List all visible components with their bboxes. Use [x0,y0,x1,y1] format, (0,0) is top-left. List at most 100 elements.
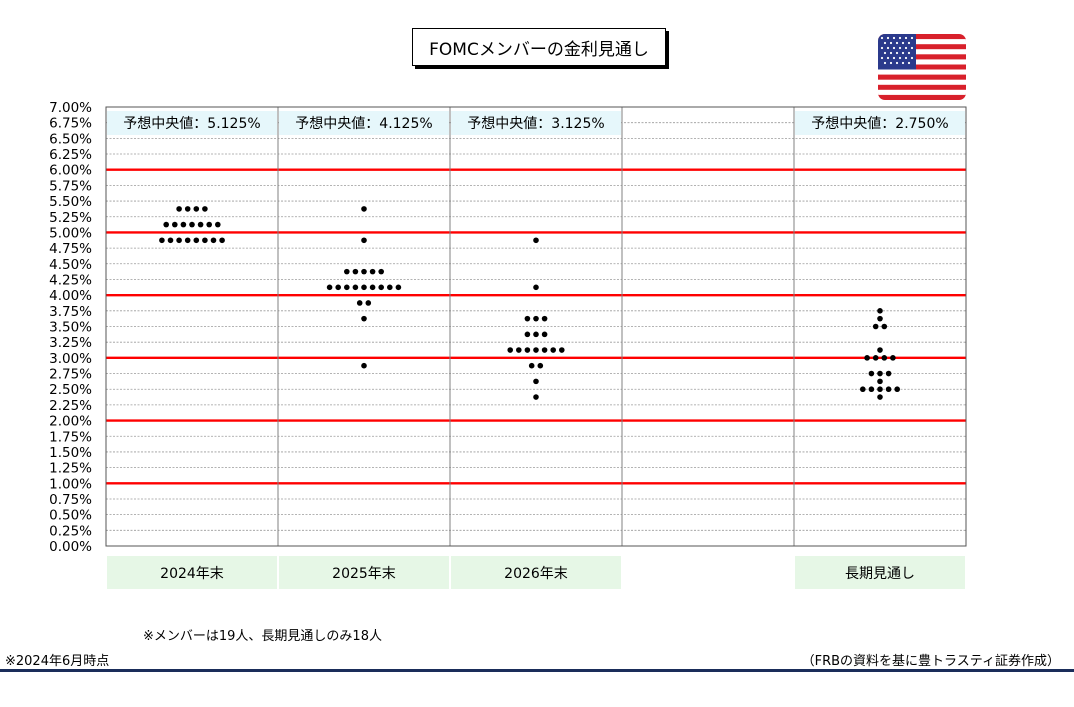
dot-marker [361,284,367,291]
dot-marker [335,284,342,291]
dot-marker [361,268,367,275]
dot-marker [864,355,870,361]
dot-marker [877,315,883,322]
y-tick-label: 5.50% [49,194,92,210]
dot-marker [197,221,204,228]
dot-marker [365,300,372,306]
dot-marker [533,378,539,385]
dot-marker [387,284,393,291]
dot-marker [167,237,174,244]
dot-marker [210,237,217,244]
dot-marker [184,206,191,212]
dot-marker [877,378,883,385]
dot-marker [516,347,522,353]
dot-marker [344,284,350,291]
dot-marker [528,362,535,369]
dot-marker [533,394,539,400]
y-tick-label: 6.75% [49,116,92,132]
y-tick-label: 5.25% [49,210,92,226]
y-tick-label: 3.50% [49,320,92,336]
y-tick-label: 0.75% [49,492,92,508]
category-label: 2025年末 [279,556,449,589]
bottom-rule [0,669,1074,672]
category-label: 長期見通し [795,556,965,589]
median-label: 予想中央値：5.125% [107,111,277,135]
dot-marker [378,268,385,275]
dot-marker [533,237,539,244]
dot-marker [326,284,333,291]
y-tick-label: 5.00% [49,225,92,241]
y-tick-label: 7.00% [49,100,92,116]
plot-border [105,106,967,547]
y-tick-label: 1.25% [49,461,92,477]
dot-marker [163,221,169,228]
y-tick-label: 3.25% [49,335,92,351]
dot-marker [369,268,376,275]
dot-marker [507,347,513,353]
median-label: 予想中央値：3.125% [451,111,621,135]
dot-marker [533,284,539,291]
dot-marker [356,300,363,306]
plot-area [106,107,966,546]
dot-marker [352,284,359,291]
dot-marker [215,221,221,228]
dot-marker [541,315,548,322]
dot-marker [881,323,888,330]
dot-marker [159,237,165,244]
dot-marker [180,221,187,228]
members-note: ※メンバーは19人、長期見通しのみ18人 [143,629,382,644]
category-label: 2024年末 [107,556,277,589]
median-label: 予想中央値：2.750% [795,111,965,135]
dot-marker [202,206,208,212]
dot-marker [361,315,367,322]
y-tick-label: 1.75% [49,429,92,445]
us-flag-icon [878,34,966,100]
dot-marker [541,347,548,353]
dot-marker [172,221,178,228]
dot-marker [860,386,866,393]
category-label: 2026年末 [451,556,621,589]
dot-marker [378,284,385,291]
y-tick-label: 6.00% [49,163,92,179]
y-tick-label: 2.75% [49,367,92,383]
dot-marker [189,221,195,228]
chart-title: FOMCメンバーの金利見通し [412,28,666,66]
source-note: （FRBの資料を基に豊トラスティ証券作成） [801,654,1060,669]
dot-marker [176,237,182,244]
dot-marker [176,206,182,212]
dot-marker [193,206,200,212]
y-tick-label: 4.75% [49,241,92,257]
y-tick-label: 4.25% [49,272,92,288]
dot-marker [877,394,883,400]
dot-marker [885,386,892,393]
y-tick-label: 3.00% [49,351,92,367]
dot-marker [219,237,225,244]
dot-marker [541,331,548,338]
dot-marker [524,347,531,353]
y-tick-label: 2.00% [49,414,92,430]
dot-marker [877,347,883,353]
y-tick-label: 6.25% [49,147,92,163]
dot-marker [533,315,539,322]
y-tick-label: 1.50% [49,445,92,461]
y-tick-label: 0.00% [49,539,92,555]
dot-marker [868,386,875,393]
dot-marker [877,308,883,314]
y-tick-label: 3.75% [49,304,92,320]
y-tick-label: 1.00% [49,476,92,492]
dot-marker [868,370,875,377]
dot-marker [352,268,359,275]
y-tick-label: 0.50% [49,508,92,524]
dot-marker [344,268,350,275]
dot-marker [202,237,208,244]
y-tick-label: 2.50% [49,382,92,398]
y-tick-label: 6.50% [49,131,92,147]
dot-marker [524,315,531,322]
dot-marker [890,355,896,361]
dot-marker [206,221,212,228]
dot-marker [872,323,879,330]
dot-marker [533,331,539,338]
dot-marker [369,284,376,291]
dot-marker [877,370,883,377]
